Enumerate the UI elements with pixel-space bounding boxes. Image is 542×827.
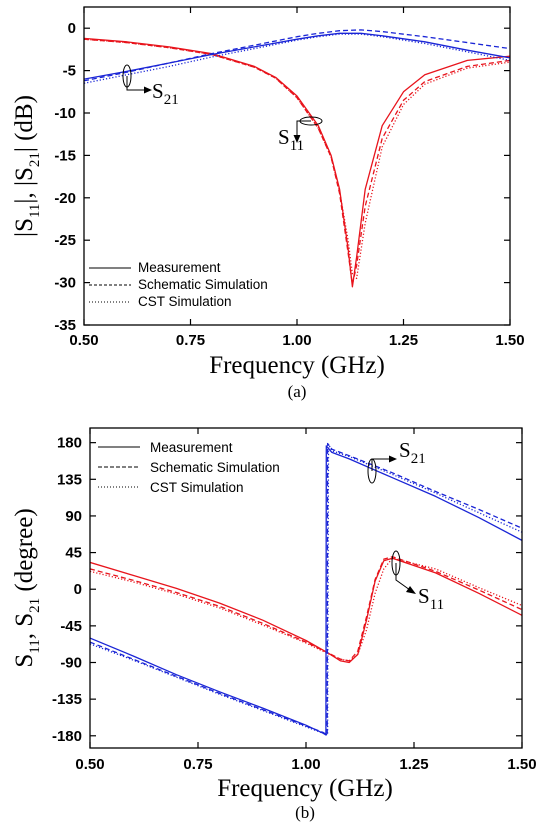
- panel-b-series-s11-measurement: [90, 557, 522, 664]
- panel-b-phase-chart: 0.50 0.75 1.00 1.25 1.50 180 135 90 45 0 -45 -90 -13…: [11, 427, 537, 822]
- panel-a-annotation-s21: S21: [122, 64, 179, 108]
- panel-b-y-tick-label: 180: [57, 435, 82, 452]
- panel-b-y-tick-label: 0: [74, 581, 82, 598]
- panel-b-legend: Measurement Schematic Simulation CST Sim…: [98, 440, 280, 495]
- panel-b-annotation-s21: S21: [367, 438, 426, 484]
- panel-b-y-tick-label: -90: [60, 655, 82, 672]
- panel-a-y-tick-label: -25: [54, 232, 76, 249]
- panel-b-annotation-s11-label: S11: [418, 584, 444, 613]
- panel-b-series-s11-schematic-simulation: [90, 556, 522, 662]
- panel-b-annotation-s11-arrow: [395, 563, 411, 591]
- panel-b-ticks: [89, 428, 523, 748]
- panel-a-annotation-s21-label: S21: [152, 79, 179, 108]
- panel-a-annotation-s11-arrowhead: [293, 135, 301, 143]
- panel-b-frame: [89, 427, 523, 749]
- panel-b-annotation-s11-arrowhead: [406, 586, 416, 594]
- panel-a-series-s21-schematic-simulation: [84, 29, 510, 82]
- panel-a-y-tick-label: -15: [54, 147, 76, 164]
- panel-a-legend-label-1: Schematic Simulation: [138, 277, 268, 292]
- panel-a-annotation-s11-arrow: [296, 120, 311, 137]
- panel-a-x-tick-label: 1.00: [282, 332, 311, 349]
- panel-b-x-tick-label: 0.75: [183, 756, 212, 773]
- panel-a-curves: [84, 29, 510, 288]
- panel-a-series-s21-cst-simulation: [84, 33, 510, 84]
- panel-a-x-tick-label: 1.50: [495, 332, 524, 349]
- panel-b-tick-labels: 0.50 0.75 1.00 1.25 1.50 180 135 90 45 0 -45 -90 -13…: [52, 435, 537, 773]
- panel-a-y-tick-label: -5: [63, 63, 76, 80]
- panel-a-y-tick-label: -20: [54, 190, 76, 207]
- panel-b-legend-label-2: CST Simulation: [150, 480, 244, 495]
- panel-b-caption: (b): [295, 803, 315, 822]
- panel-b-x-tick-label: 1.25: [399, 756, 428, 773]
- panel-a-y-tick-label: -35: [54, 317, 76, 334]
- panel-b-y-tick-label: -45: [60, 618, 82, 635]
- panel-a-annotation-s11: S11: [278, 116, 323, 154]
- panel-b-series-s21-schematic-simulation: [90, 442, 522, 736]
- panel-a-y-tick-label: -10: [54, 105, 76, 122]
- panel-a-magnitude-chart: 0.50 0.75 1.00 1.25 1.50 0 -5 -10 -15 -20 -25 -30 -3…: [11, 6, 525, 401]
- panel-a-x-tick-label: 1.25: [389, 332, 418, 349]
- panel-b-annotation-s21-arrow: [371, 458, 391, 471]
- panel-a-series-s11-cst-simulation: [84, 38, 510, 280]
- panel-a-annotation-s11-label: S11: [278, 125, 304, 154]
- panel-a-caption: (a): [288, 382, 307, 401]
- panel-a-x-axis-title: Frequency (GHz): [209, 352, 385, 379]
- panel-a-legend-label-2: CST Simulation: [138, 294, 232, 309]
- panel-b-y-tick-label: 90: [65, 508, 82, 525]
- panel-b-x-tick-label: 0.50: [75, 756, 104, 773]
- panel-a-annotation-s21-arrow: [126, 76, 146, 91]
- panel-a-x-tick-label: 0.50: [69, 332, 98, 349]
- panel-b-x-tick-label: 1.00: [291, 756, 320, 773]
- panel-a-legend-label-0: Measurement: [138, 260, 221, 275]
- panel-b-y-tick-label: 135: [57, 471, 82, 488]
- panel-a-y-tick-label: 0: [68, 20, 76, 37]
- panel-b-x-tick-label: 1.50: [507, 756, 536, 773]
- panel-b-annotation-s21-label: S21: [399, 438, 426, 467]
- panel-b-legend-label-1: Schematic Simulation: [150, 460, 280, 475]
- panel-b-x-axis-title: Frequency (GHz): [217, 775, 393, 802]
- panel-b-annotation-s21-arrowhead: [389, 455, 397, 463]
- panel-a-series-s21-measurement: [84, 32, 510, 80]
- panel-a-tick-labels: 0.50 0.75 1.00 1.25 1.50 0 -5 -10 -15 -20 -25 -30 -3…: [54, 20, 524, 349]
- panel-b-curves: [90, 442, 522, 736]
- panel-b-annotation-s11: S11: [391, 550, 444, 613]
- panel-b-legend-label-0: Measurement: [150, 440, 233, 455]
- panel-a-legend: Measurement Schematic Simulation CST Sim…: [89, 260, 268, 309]
- panel-b-series-s11-cst-simulation: [90, 557, 522, 662]
- panel-a-ticks: [83, 7, 511, 326]
- panel-a-x-tick-label: 0.75: [176, 332, 205, 349]
- panel-a-y-axis-title: |S11|, |S21| (dB): [11, 95, 43, 237]
- panel-a-y-tick-label: -30: [54, 275, 76, 292]
- panel-b-y-tick-label: -180: [52, 728, 82, 745]
- panel-b-y-tick-label: -135: [52, 691, 82, 708]
- panel-b-y-axis-title: S11, S21 (degree): [11, 508, 43, 667]
- panel-a-annotation-s21-arrowhead: [144, 86, 152, 94]
- panel-b-y-tick-label: 45: [65, 545, 82, 562]
